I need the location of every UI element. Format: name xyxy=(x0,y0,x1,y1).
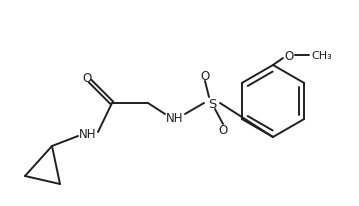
Text: O: O xyxy=(200,70,210,83)
Text: O: O xyxy=(82,72,92,85)
Text: O: O xyxy=(284,49,294,62)
Text: NH: NH xyxy=(166,112,184,125)
Text: S: S xyxy=(208,97,216,110)
Text: CH₃: CH₃ xyxy=(311,51,332,61)
Text: NH: NH xyxy=(79,128,97,141)
Text: O: O xyxy=(218,123,228,136)
